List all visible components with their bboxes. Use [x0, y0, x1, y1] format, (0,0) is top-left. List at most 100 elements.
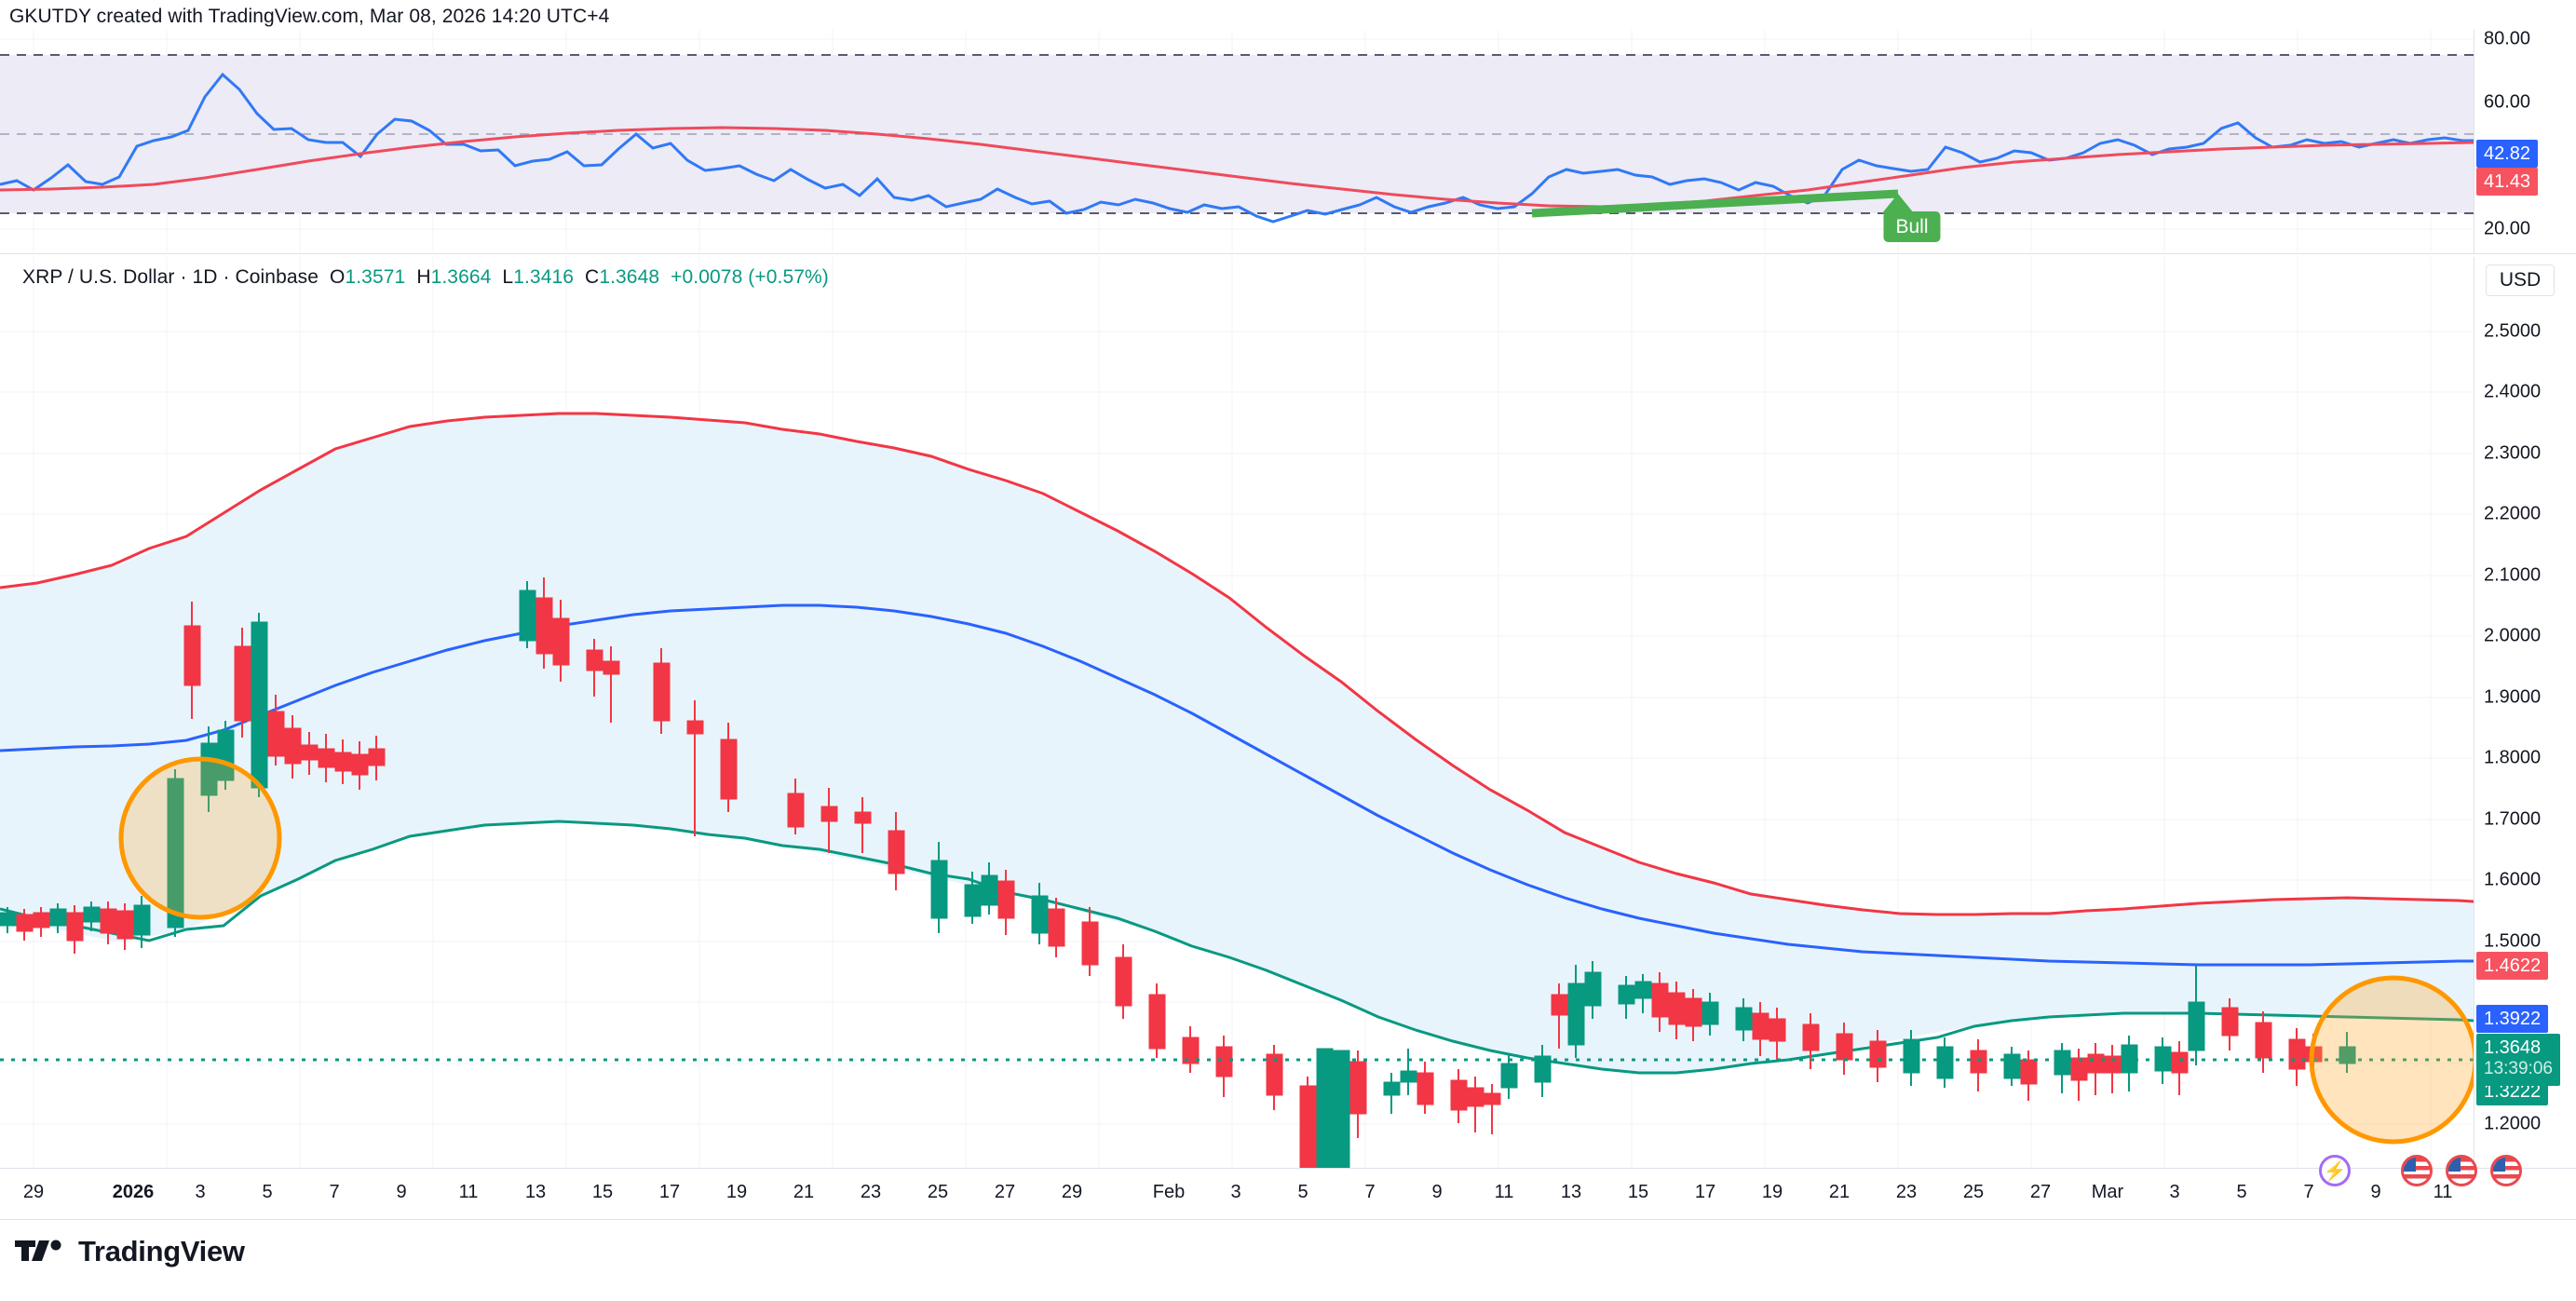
time-label-32: 5: [2236, 1182, 2247, 1202]
time-label-22: 13: [1560, 1182, 1582, 1202]
legend-symbol[interactable]: XRP / U.S. Dollar · 1D · Coinbase: [22, 266, 319, 288]
basis-badge: 1.3922: [2476, 1005, 2549, 1033]
time-label-27: 23: [1895, 1182, 1918, 1202]
bollinger-upper-line: [0, 412, 2474, 916]
price-tick-1-7000: 1.7000: [2484, 808, 2542, 830]
time-label-23: 15: [1627, 1182, 1649, 1202]
price-tick-1-9000: 1.9000: [2484, 686, 2542, 708]
tradingview-mark-icon: [15, 1240, 61, 1261]
candlestick-plot: [0, 257, 2474, 1168]
us-flag-event-icon-3[interactable]: [2490, 1155, 2522, 1186]
time-label-33: 7: [2303, 1182, 2314, 1202]
price-pane[interactable]: [0, 257, 2474, 1168]
time-label-21: 11: [1494, 1182, 1514, 1202]
price-tick-1-2000: 1.2000: [2484, 1113, 2542, 1134]
divergence-pointer: [1882, 194, 1914, 213]
time-label-10: 19: [725, 1182, 748, 1202]
price-tick-2-0000: 2.0000: [2484, 625, 2542, 646]
currency-chip[interactable]: USD: [2486, 264, 2555, 296]
last-price-time: 13:39:06: [2484, 1059, 2553, 1078]
time-axis[interactable]: 29 2026 3 5 7 9 11 13 15 17 19 21 23 25 …: [0, 1168, 2576, 1220]
upper-band-badge: 1.4622: [2476, 952, 2549, 980]
time-label-26: 21: [1828, 1182, 1851, 1202]
last-price-badge: 1.3648 13:39:06: [2476, 1034, 2560, 1086]
legend-open-key: O: [330, 266, 346, 288]
highlight-circle-left: [118, 756, 282, 920]
time-label-11: 21: [793, 1182, 815, 1202]
us-flag-event-icon-2[interactable]: [2446, 1155, 2477, 1186]
rsi-signal-badge: 41.43: [2476, 168, 2539, 196]
bollinger-band-fill: [0, 413, 2474, 1073]
time-label-20: 9: [1431, 1182, 1443, 1202]
time-label-30: Mar: [2091, 1182, 2124, 1202]
price-tick-2-5000: 2.5000: [2484, 320, 2542, 342]
time-label-1: 2026: [112, 1182, 155, 1202]
rsi-price-scale[interactable]: 80.00 60.00 20.00 42.82 41.43: [2474, 28, 2576, 253]
price-tick-1-6000: 1.6000: [2484, 869, 2542, 890]
rsi-tick-20: 20.00: [2484, 218, 2531, 239]
time-label-2: 3: [195, 1182, 206, 1202]
candle-series: [0, 577, 2356, 1168]
bullish-divergence-line: [1531, 189, 1899, 218]
price-tick-1-8000: 1.8000: [2484, 747, 2542, 768]
time-label-35: 11: [2433, 1182, 2453, 1202]
highlight-circle-right: [2309, 975, 2474, 1145]
rsi-signal-line: [0, 126, 2474, 209]
pane-separator[interactable]: [0, 253, 2576, 254]
price-tick-2-3000: 2.3000: [2484, 442, 2542, 464]
rsi-band-fill: [0, 55, 2474, 213]
legend-close-key: C: [585, 266, 600, 288]
tradingview-wordmark: TradingView: [78, 1235, 245, 1267]
us-flag-event-icon-1[interactable]: [2401, 1155, 2433, 1186]
time-label-28: 25: [1962, 1182, 1985, 1202]
time-label-9: 17: [658, 1182, 681, 1202]
time-label-19: 7: [1364, 1182, 1376, 1202]
price-tick-1-5000: 1.5000: [2484, 930, 2542, 952]
price-tick-2-4000: 2.4000: [2484, 381, 2542, 402]
legend-low-value: 1.3416: [513, 266, 575, 288]
time-label-12: 23: [860, 1182, 882, 1202]
price-tick-2-2000: 2.2000: [2484, 503, 2542, 524]
time-label-31: 3: [2169, 1182, 2180, 1202]
legend-low-key: L: [502, 266, 514, 288]
time-label-13: 25: [927, 1182, 949, 1202]
attribution-text: GKUTDY created with TradingView.com, Mar…: [9, 6, 610, 27]
price-scale[interactable]: USD 2.5000 2.4000 2.3000 2.2000 2.1000 2…: [2474, 257, 2576, 1256]
time-label-0: 29: [22, 1182, 45, 1202]
time-label-17: 3: [1230, 1182, 1241, 1202]
time-label-16: Feb: [1152, 1182, 1186, 1202]
bull-divergence-label[interactable]: Bull: [1883, 211, 1941, 242]
time-label-7: 13: [524, 1182, 547, 1202]
time-label-5: 9: [396, 1182, 407, 1202]
legend-high-value: 1.3664: [430, 266, 492, 288]
time-label-15: 29: [1061, 1182, 1083, 1202]
time-label-6: 11: [458, 1182, 479, 1202]
chart-legend[interactable]: XRP / U.S. Dollar · 1D · Coinbase O1.3571…: [22, 266, 829, 289]
rsi-plot: [0, 30, 2474, 253]
rsi-tick-60: 60.00: [2484, 91, 2531, 113]
time-label-18: 5: [1297, 1182, 1308, 1202]
time-label-25: 19: [1761, 1182, 1783, 1202]
time-label-4: 7: [329, 1182, 340, 1202]
rsi-value-badge: 42.82: [2476, 140, 2539, 168]
footer: TradingView: [0, 1220, 2576, 1301]
legend-change: +0.0078 (+0.57%): [671, 266, 829, 288]
time-label-8: 15: [591, 1182, 614, 1202]
tradingview-logo[interactable]: TradingView: [15, 1235, 245, 1268]
time-label-29: 27: [2029, 1182, 2052, 1202]
time-label-24: 17: [1694, 1182, 1716, 1202]
price-tick-2-1000: 2.1000: [2484, 564, 2542, 586]
bollinger-lower-line: [0, 820, 2474, 1075]
rsi-pane[interactable]: Bull: [0, 30, 2474, 253]
legend-high-key: H: [416, 266, 431, 288]
time-label-3: 5: [262, 1182, 273, 1202]
time-label-14: 27: [994, 1182, 1016, 1202]
ai-sparkle-icon[interactable]: ⚡: [2319, 1155, 2351, 1186]
legend-close-value: 1.3648: [599, 266, 660, 288]
legend-open-value: 1.3571: [345, 266, 406, 288]
last-price-value: 1.3648: [2484, 1037, 2542, 1058]
bollinger-basis-line: [0, 603, 2474, 967]
time-label-34: 9: [2370, 1182, 2381, 1202]
rsi-tick-80: 80.00: [2484, 28, 2531, 49]
